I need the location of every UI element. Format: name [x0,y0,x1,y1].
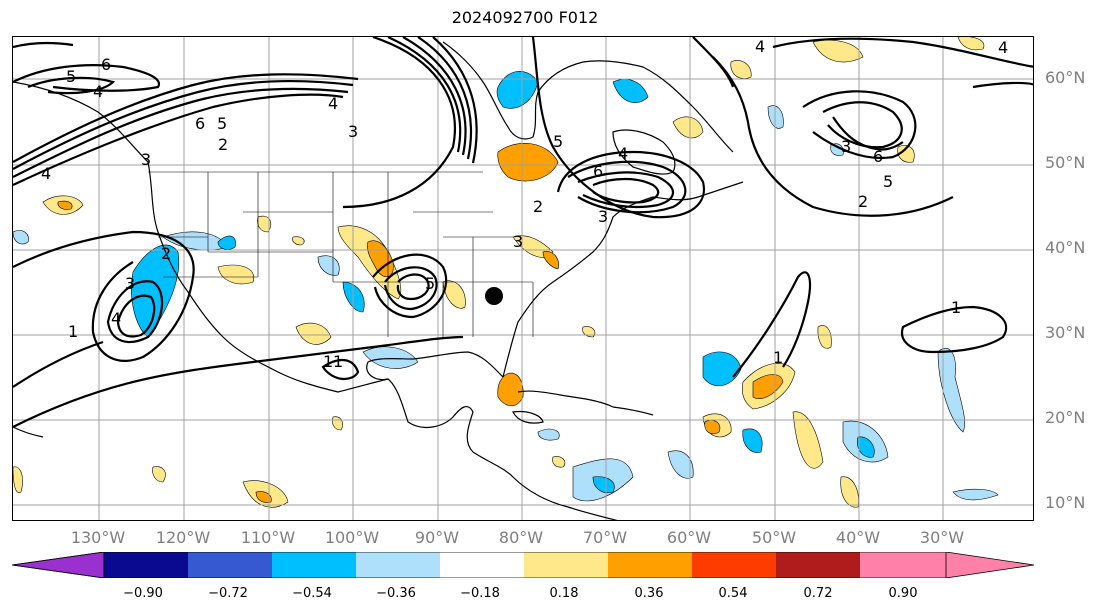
colorbar-cell [12,552,105,578]
contour-label: 6 [101,55,111,74]
lat-label: 50°N [1045,153,1086,172]
contour-label: 5 [883,172,893,191]
contour-label: 2 [533,197,543,216]
contour-label: 5 [66,67,76,86]
colorbar-cell [524,552,608,578]
contour-label: 2 [858,192,868,211]
lon-label: 50°W [751,528,797,547]
contour-label: 2 [218,135,228,154]
location-marker [485,287,503,305]
colorbar [12,552,1035,578]
contour-label: 4 [755,37,765,56]
lon-label: 70°W [582,528,628,547]
contour-label: 3 [841,137,851,156]
lat-label: 20°N [1045,408,1086,427]
contour-label: 4 [998,38,1008,57]
contour-label: 4 [111,309,121,328]
lon-label: 90°W [414,528,460,547]
contour-label: 1 [773,348,783,367]
lon-label: 40°W [835,528,881,547]
graticule [13,37,1033,520]
colorbar-tick: 0.36 [634,586,664,601]
contour-label: 5 [425,274,435,293]
lon-label: 30°W [919,528,965,547]
contour-label: 1 [323,352,333,371]
colorbar-cell [356,552,440,578]
colorbar-tick: 0.90 [888,586,918,601]
contour-label: 4 [93,82,103,101]
colorbar-tick: 0.54 [718,586,748,601]
contour-lines [13,37,1033,428]
lat-label: 10°N [1045,493,1086,512]
colorbar-cell [440,552,524,578]
contour-label: 1 [333,352,343,371]
colorbar-tick: −0.18 [460,586,500,601]
contour-label: 3 [598,207,608,226]
shaded-fields [13,37,999,508]
contour-label: 1 [951,298,961,317]
colorbar-cell [272,552,356,578]
lon-label: 130°W [70,528,126,547]
lon-label: 80°W [498,528,544,547]
lon-label: 100°W [324,528,380,547]
state-borders [148,171,534,337]
contour-label: 1 [68,322,78,341]
colorbar-cell [860,552,1034,578]
contour-label: 6 [195,114,205,133]
contour-label: 4 [328,94,338,113]
lon-label: 120°W [155,528,211,547]
map-panel: 6 5 4 4 3 2 6 5 4 3 2 1 3 4 5 6 2 3 4 1 … [12,36,1034,521]
colorbar-cell [776,552,860,578]
contour-label: 6 [873,147,883,166]
contour-label: 2 [161,244,171,263]
colorbar-tick: −0.72 [208,586,248,601]
colorbar-tick: −0.54 [292,586,332,601]
colorbar-tick: 0.72 [803,586,833,601]
colorbar-cell [692,552,776,578]
colorbar-tick: 0.18 [549,586,579,601]
colorbar-tick: −0.36 [376,586,416,601]
lat-label: 30°N [1045,323,1086,342]
map-title: 2024092700 F012 [451,8,599,27]
colorbar-cell [104,552,188,578]
contour-label: 5 [217,114,227,133]
contour-label: 3 [513,232,523,251]
lat-label: 40°N [1045,238,1086,257]
contour-label: 5 [553,132,563,151]
colorbar-cell [188,552,272,578]
lon-label: 60°W [666,528,712,547]
contour-label: 4 [41,164,51,183]
contour-label: 3 [141,150,151,169]
lon-label: 110°W [240,528,296,547]
colorbar-tick: −0.90 [123,586,163,601]
contour-label: 3 [348,122,358,141]
map-canvas: 6 5 4 4 3 2 6 5 4 3 2 1 3 4 5 6 2 3 4 1 … [13,37,1033,520]
contour-label: 3 [125,274,135,293]
lat-label: 60°N [1045,68,1086,87]
contour-label: 4 [618,144,628,163]
contour-label: 6 [593,162,603,181]
contour-labels: 6 5 4 4 3 2 6 5 4 3 2 1 3 4 5 6 2 3 4 1 … [41,37,1008,371]
colorbar-cell [608,552,692,578]
